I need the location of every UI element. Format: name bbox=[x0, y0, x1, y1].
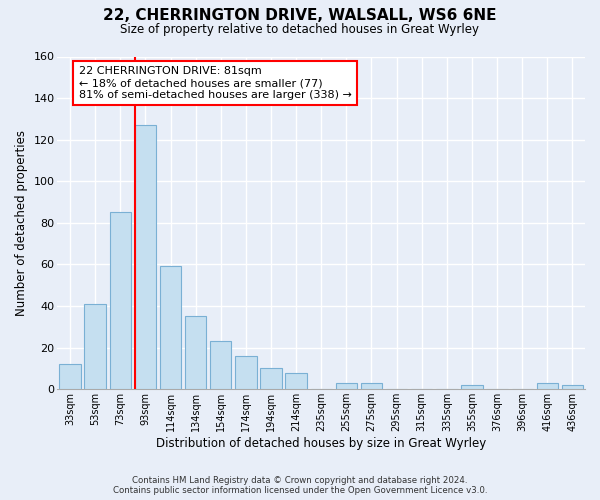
Bar bbox=[59, 364, 80, 389]
Bar bbox=[461, 385, 482, 389]
Y-axis label: Number of detached properties: Number of detached properties bbox=[15, 130, 28, 316]
X-axis label: Distribution of detached houses by size in Great Wyrley: Distribution of detached houses by size … bbox=[156, 437, 487, 450]
Bar bbox=[536, 383, 558, 389]
Bar bbox=[260, 368, 281, 389]
Bar bbox=[286, 372, 307, 389]
Bar bbox=[85, 304, 106, 389]
Bar bbox=[135, 125, 156, 389]
Text: Size of property relative to detached houses in Great Wyrley: Size of property relative to detached ho… bbox=[121, 22, 479, 36]
Bar bbox=[210, 342, 232, 389]
Text: 22, CHERRINGTON DRIVE, WALSALL, WS6 6NE: 22, CHERRINGTON DRIVE, WALSALL, WS6 6NE bbox=[103, 8, 497, 22]
Bar bbox=[335, 383, 357, 389]
Text: 22 CHERRINGTON DRIVE: 81sqm
← 18% of detached houses are smaller (77)
81% of sem: 22 CHERRINGTON DRIVE: 81sqm ← 18% of det… bbox=[79, 66, 352, 100]
Bar bbox=[562, 385, 583, 389]
Bar bbox=[160, 266, 181, 389]
Bar bbox=[110, 212, 131, 389]
Bar bbox=[361, 383, 382, 389]
Text: Contains HM Land Registry data © Crown copyright and database right 2024.
Contai: Contains HM Land Registry data © Crown c… bbox=[113, 476, 487, 495]
Bar bbox=[235, 356, 257, 389]
Bar bbox=[185, 316, 206, 389]
